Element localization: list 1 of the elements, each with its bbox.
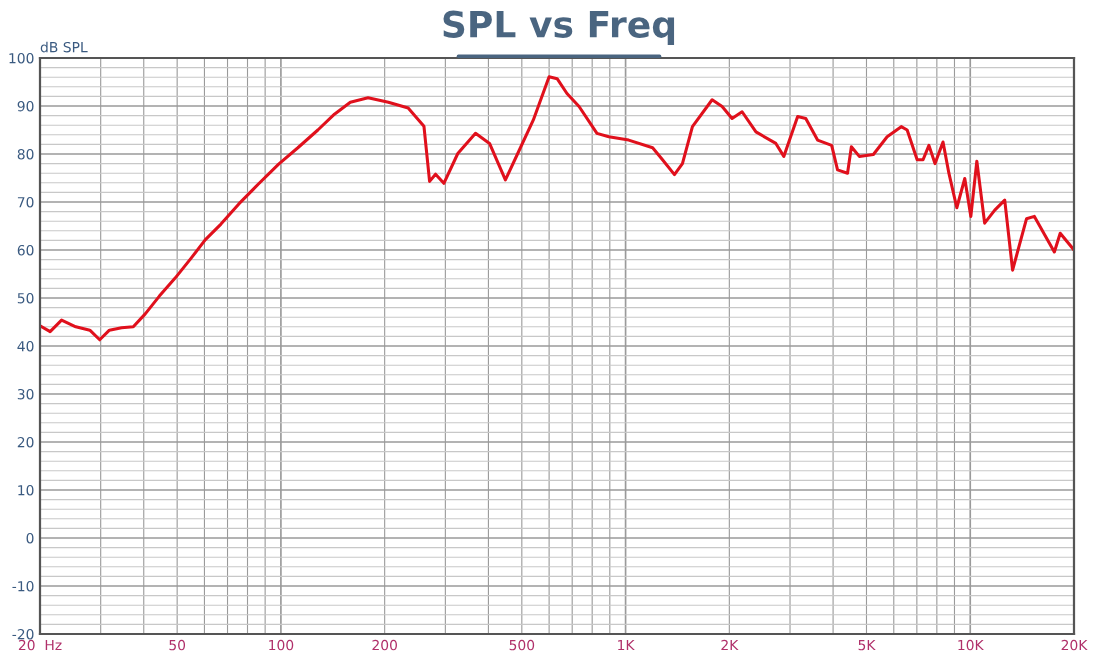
- chart-title: SPL vs Freq: [443, 10, 675, 45]
